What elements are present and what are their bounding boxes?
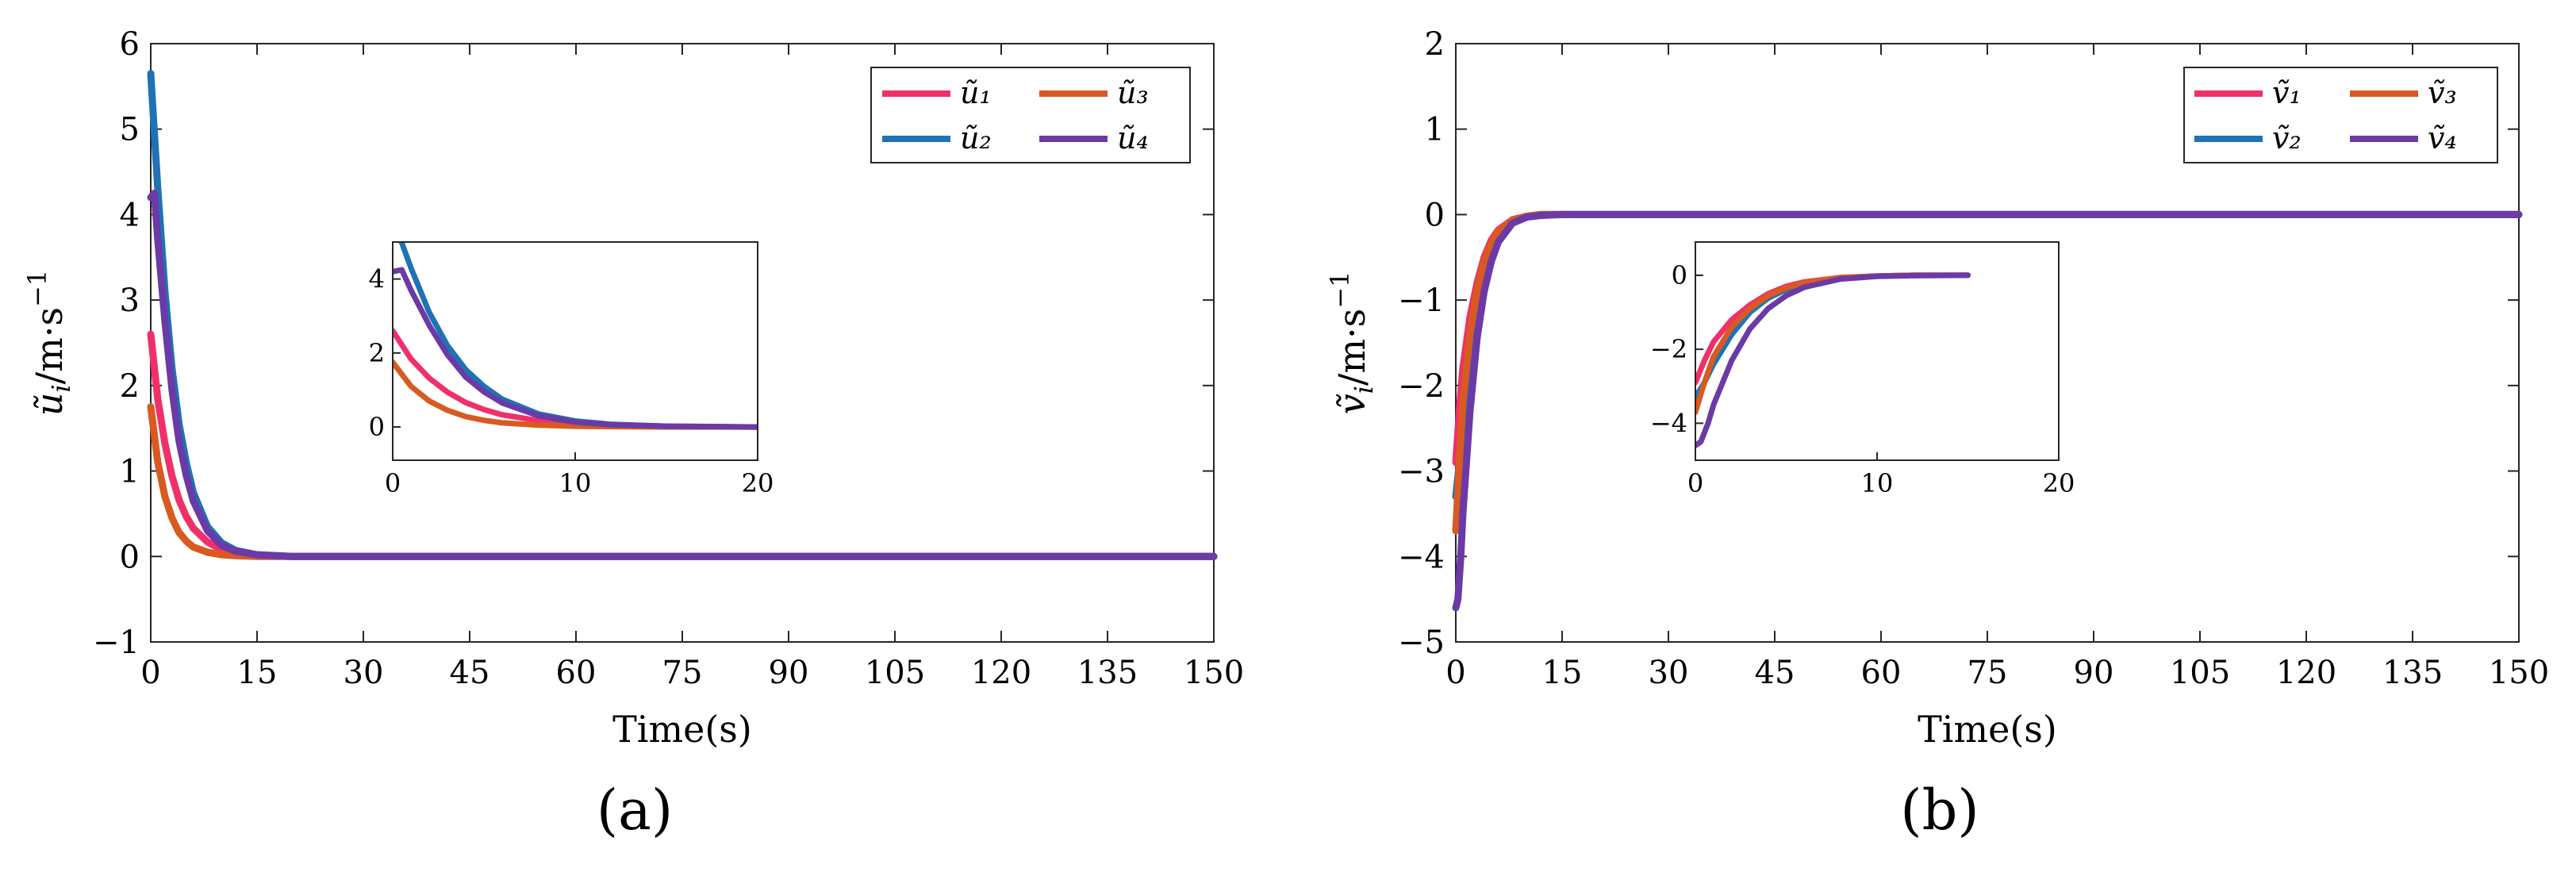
x-tick-label: 60: [1861, 655, 1902, 691]
x-tick-label: 30: [1649, 655, 1689, 691]
y-tick-label: −2: [1398, 368, 1445, 405]
inset-series-line-4: [393, 267, 758, 430]
panel-b-x-ticks: 0 15 30 45 60 75 90 105 120 135 150: [1445, 44, 2549, 691]
x-tick-label: 150: [2489, 655, 2549, 691]
inset-y-tick-label: 0: [1672, 260, 1687, 290]
panel-b-legend-label-1: ṽ₁: [2272, 75, 2302, 110]
x-tick-label: 0: [1445, 655, 1465, 691]
inset-y-tick-label: 4: [369, 264, 385, 294]
inset-y-tick-label: −2: [1650, 334, 1687, 364]
inset-y-tick-label: 0: [369, 412, 385, 442]
x-tick-label: 105: [2170, 655, 2230, 691]
panel-a-ylabel-sub: i: [46, 384, 76, 392]
panel-b-ylabel-main: ṽ: [1330, 394, 1373, 414]
panel-a-legend-label-2: ũ₂: [960, 121, 992, 156]
y-tick-label: −1: [1398, 282, 1445, 319]
series-line-4: [147, 190, 1218, 560]
x-tick-label: 15: [237, 655, 278, 691]
inset-x-tick-label: 20: [2043, 468, 2075, 498]
series-line-4: [1452, 210, 2523, 612]
panel-b-inset: −4 −2 0 0 10 20: [1650, 241, 2075, 498]
y-tick-label: 3: [120, 282, 140, 319]
panel-a-inset: 0 2 4 0 10 20: [369, 241, 774, 498]
inset-x-tick-label: 0: [1687, 468, 1703, 498]
inset-y-tick-label: −4: [1650, 408, 1687, 438]
x-tick-label: 30: [344, 655, 384, 691]
x-tick-label: 75: [662, 655, 703, 691]
panel-a-legend-box: [870, 67, 1191, 163]
inset-x-tick-label: 0: [385, 468, 401, 498]
y-tick-label: 1: [120, 454, 140, 490]
x-tick-label: 90: [769, 655, 809, 691]
panel-a-series: [147, 70, 1218, 560]
x-tick-label: 120: [2276, 655, 2336, 691]
panel-b-inset-ticks: −4 −2 0 0 10 20: [1650, 260, 2075, 498]
panel-a-inset-series: [393, 242, 758, 430]
y-tick-label: 4: [120, 197, 140, 233]
panel-b-legend-label-3: ṽ₃: [2428, 75, 2457, 110]
panel-a-label: (a): [597, 778, 673, 843]
x-tick-label: 15: [1542, 655, 1583, 691]
panel-a-x-axis-label: Time(s): [612, 708, 752, 751]
panel-a-ylabel-main: ũ: [28, 393, 71, 417]
panel-a-inset-ticks: 0 2 4 0 10 20: [369, 264, 774, 498]
inset-x-tick-label: 10: [559, 468, 592, 498]
panel-b-legend: ṽ₁ ṽ₂ ṽ₃ ṽ₄: [2183, 67, 2498, 163]
panel-a-legend-label-3: ũ₃: [1117, 75, 1149, 110]
y-tick-label: 2: [1425, 26, 1445, 63]
panel-a-legend-label-1: ũ₁: [960, 75, 992, 110]
x-tick-label: 150: [1184, 655, 1244, 691]
x-tick-label: 105: [865, 655, 925, 691]
inset-series-line-4: [1695, 272, 1971, 448]
panel-b-legend-label-2: ṽ₂: [2272, 121, 2302, 156]
x-tick-label: 60: [556, 655, 597, 691]
x-tick-label: 45: [1755, 655, 1795, 691]
panel-a-ylabel-sup: −1: [22, 270, 52, 307]
panel-b-label: (b): [1900, 778, 1979, 843]
panel-b-y-ticks: −5 −4 −3 −2 −1 0 1 2: [1398, 26, 2519, 661]
inset-x-tick-label: 20: [742, 468, 774, 498]
x-tick-label: 0: [140, 655, 160, 691]
panel-b-inset-series: [1695, 272, 1971, 448]
y-tick-label: −3: [1398, 454, 1445, 490]
panel-b-legend-box: [2183, 67, 2498, 163]
y-tick-label: 6: [120, 26, 140, 63]
panel-a-y-axis-label: ũi/m·s−1: [22, 270, 76, 416]
panel-a-legend: ũ₁ ũ₂ ũ₃ ũ₄: [870, 67, 1191, 163]
y-tick-label: 1: [1425, 112, 1445, 148]
y-tick-label: −4: [1398, 539, 1445, 575]
panel-b-ylabel-sup: −1: [1325, 271, 1355, 309]
x-tick-label: 45: [450, 655, 490, 691]
inset-x-tick-label: 10: [1861, 468, 1894, 498]
y-tick-label: 2: [120, 368, 140, 405]
y-tick-label: 0: [1425, 197, 1445, 233]
y-tick-label: −5: [1398, 624, 1445, 661]
panel-b-ylabel-sub: i: [1349, 386, 1379, 394]
x-tick-label: 120: [971, 655, 1031, 691]
panel-a-y-ticks: −1 0 1 2 3 4 5 6: [93, 26, 1214, 661]
y-tick-label: 0: [120, 539, 140, 575]
y-tick-label: 5: [120, 112, 140, 148]
panel-b-ylabel-unit: /m·s: [1330, 309, 1373, 386]
panel-a-ylabel-unit: /m·s: [28, 307, 71, 384]
panel-b-y-axis-label: ṽi/m·s−1: [1325, 271, 1379, 415]
x-tick-label: 75: [1968, 655, 2008, 691]
inset-y-tick-label: 2: [369, 338, 385, 368]
x-tick-label: 135: [1077, 655, 1138, 691]
panel-b-legend-label-4: ṽ₄: [2428, 121, 2457, 156]
panel-b-series: [1452, 210, 2523, 612]
panel-b-x-axis-label: Time(s): [1918, 708, 2057, 751]
x-tick-label: 135: [2382, 655, 2443, 691]
y-tick-label: −1: [93, 624, 140, 661]
panel-a-x-ticks: 0 15 30 45 60 75 90 105 120 135 150: [140, 44, 1244, 691]
panel-a-legend-label-4: ũ₄: [1117, 121, 1149, 156]
x-tick-label: 90: [2074, 655, 2114, 691]
